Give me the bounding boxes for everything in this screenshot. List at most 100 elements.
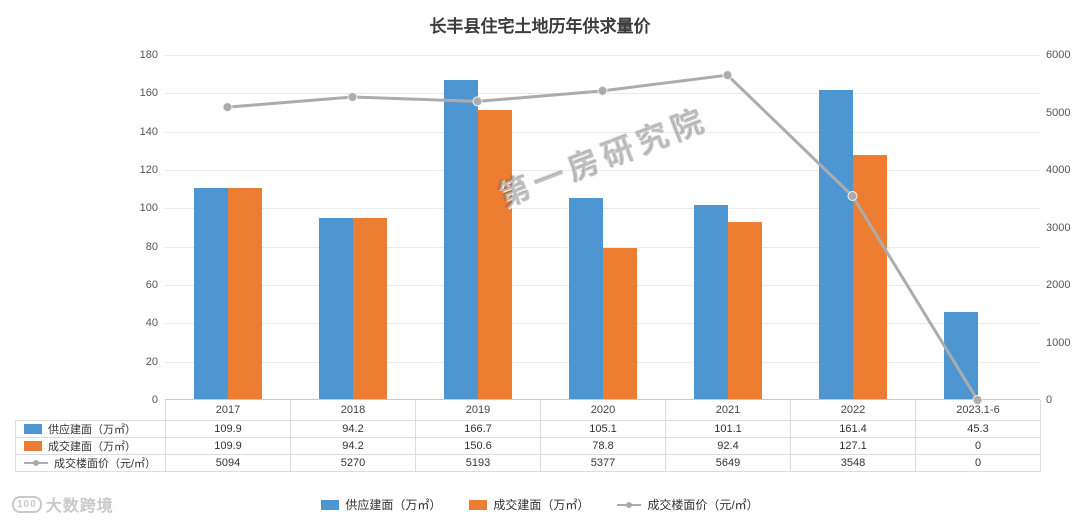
supply-area-bar-2018	[318, 218, 353, 399]
x-axis-row: 2017 2018 2019 2020 2021 2022 2023.1-6	[15, 400, 1041, 421]
floor-price-value-2022: 3548	[790, 453, 916, 472]
left-axis-tick-label: 20	[145, 355, 158, 368]
floor-price-line-marker-icon	[24, 458, 48, 468]
right-axis-tick-label: 3000	[1046, 221, 1071, 234]
supply-area-swatch-icon	[24, 423, 42, 434]
deal-area-row-label: 成交建面（万㎡）	[15, 436, 166, 455]
deal-area-value-2021: 92.4	[665, 436, 791, 455]
right-axis-tick-label: 4000	[1046, 164, 1071, 176]
left-axis-tick-label: 60	[145, 279, 158, 291]
floor-price-point-2018	[347, 91, 358, 102]
right-axis-tick-label: 6000	[1046, 49, 1071, 61]
x-axis-label-2020: 2020	[540, 400, 666, 421]
deal-area-bar-2021	[727, 221, 762, 399]
gridline	[165, 246, 1040, 248]
gridline	[165, 55, 1040, 56]
supply-area-value-2017: 109.9	[165, 419, 291, 438]
line-series-layer	[222, 70, 983, 405]
floor-price-point-2017	[222, 102, 233, 113]
gridline	[165, 131, 1040, 133]
badge-100-icon: 100	[12, 495, 42, 513]
deal-area-swatch-icon	[469, 499, 488, 510]
supply-area-value-2021: 101.1	[665, 419, 791, 438]
supply-area-value-2018: 94.2	[290, 419, 416, 438]
deal-area-bar-2018	[352, 218, 387, 399]
supply-area-bar-2017	[193, 188, 228, 399]
supply-area-row-label: 供应建面（万㎡）	[15, 419, 166, 438]
right-axis-tick-label: 5000	[1046, 106, 1071, 119]
deal-area-value-2023.1-6: 0	[915, 436, 1041, 455]
table-corner-cell	[15, 400, 166, 421]
deal-area-value-2020: 78.8	[540, 436, 666, 455]
x-axis-label-2017: 2017	[165, 400, 291, 421]
legend-item-supply-area[interactable]: 供应建面（万㎡）	[321, 496, 441, 513]
legend-item-floor-price[interactable]: 成交楼面价（元/㎡）	[617, 496, 759, 513]
gridline	[165, 208, 1040, 210]
floor-price-series-name: 成交楼面价（元/㎡）	[54, 457, 157, 470]
table-row-deal-area: 成交建面（万㎡） 109.9 94.2 150.6 78.8 92.4 127.1 0	[15, 436, 1041, 455]
x-axis-label-2018: 2018	[290, 400, 416, 421]
left-axis-tick-label: 120	[139, 164, 158, 176]
deal-area-swatch-icon	[24, 440, 42, 451]
left-axis-tick-label: 40	[145, 317, 158, 330]
floor-price-value-2019: 5193	[415, 453, 541, 472]
floor-price-row-label-inner: 成交楼面价（元/㎡）	[24, 455, 163, 470]
floor-price-value-2017: 5094	[165, 453, 291, 472]
floor-price-line	[227, 73, 979, 401]
supply-area-value-2022: 161.4	[790, 419, 916, 438]
table-row-floor-price: 成交楼面价（元/㎡） 5094 5270 5193 5377 5649 3548 0	[15, 453, 1041, 472]
right-axis-tick-label: 2000	[1046, 279, 1071, 291]
floor-price-line-marker-icon	[617, 500, 642, 510]
x-axis-label-2023.1-6: 2023.1-6	[915, 400, 1041, 421]
floor-price-value-2021: 5649	[665, 453, 791, 472]
left-axis-tick-label: 100	[139, 202, 158, 215]
floor-price-value-2023.1-6: 0	[915, 453, 1041, 472]
supply-area-value-2023.1-6: 45.3	[915, 419, 1041, 438]
deal-area-value-2018: 94.2	[290, 436, 416, 455]
supply-area-series-name: 供应建面（万㎡）	[48, 423, 136, 436]
floor-price-point-2022	[847, 190, 858, 201]
floor-price-row-label: 成交楼面价（元/㎡）	[15, 453, 166, 472]
floor-price-point-2020	[597, 85, 608, 96]
supply-area-value-2020: 105.1	[540, 419, 666, 438]
legend-label-floor-price: 成交楼面价（元/㎡）	[647, 498, 759, 512]
legend-label-deal-area: 成交建面（万㎡）	[493, 498, 590, 512]
supply-area-value-2019: 166.7	[415, 419, 541, 438]
data-table: 2017 2018 2019 2020 2021 2022 2023.1-6 供应建面（万㎡）…	[15, 400, 1041, 472]
deal-area-series-name: 成交建面（万㎡）	[48, 440, 136, 453]
left-axis-tick-label: 80	[145, 240, 158, 253]
deal-area-row-label-inner: 成交建面（万㎡）	[24, 438, 163, 453]
deal-area-value-2019: 150.6	[415, 436, 541, 455]
left-axis-tick-label: 160	[139, 87, 158, 100]
brand-watermark: 100 大数跨境	[12, 492, 114, 516]
deal-area-bar-2020	[602, 247, 637, 399]
left-axis-tick-label: 180	[139, 49, 158, 61]
deal-area-bar-2017	[227, 188, 262, 399]
deal-area-bar-2019	[477, 110, 512, 399]
floor-price-point-2021	[722, 70, 733, 81]
table-row-supply-area: 供应建面（万㎡） 109.9 94.2 166.7 105.1 101.1 161.4 45.…	[15, 419, 1041, 438]
legend-item-deal-area[interactable]: 成交建面（万㎡）	[469, 496, 589, 513]
floor-price-value-2018: 5270	[290, 453, 416, 472]
plot-area: 第一房研究院	[165, 55, 1040, 405]
supply-area-bar-2021	[693, 205, 728, 399]
supply-area-bar-2022	[818, 89, 853, 399]
chart-title: 长丰县住宅土地历年供求量价	[429, 17, 651, 36]
deal-area-bar-2022	[852, 155, 887, 399]
x-axis-label-2021: 2021	[665, 400, 791, 421]
floor-price-value-2020: 5377	[540, 453, 666, 472]
gridline	[165, 170, 1040, 171]
right-axis-tick-label: 1000	[1046, 336, 1071, 349]
x-axis-label-2022: 2022	[790, 400, 916, 421]
deal-area-value-2017: 109.9	[165, 436, 291, 455]
supply-area-bar-2019	[443, 79, 478, 399]
chart-legend: 供应建面（万㎡） 成交建面（万㎡） 成交楼面价（元/㎡）	[0, 496, 1080, 513]
supply-area-row-label-inner: 供应建面（万㎡）	[24, 421, 163, 436]
floor-price-point-2019	[472, 96, 483, 107]
left-axis-tick-label: 140	[139, 125, 158, 138]
right-axis-tick-label: 0	[1046, 394, 1053, 406]
supply-area-bar-2020	[568, 197, 603, 399]
x-axis-label-2019: 2019	[415, 400, 541, 421]
legend-label-supply-area: 供应建面（万㎡）	[345, 498, 442, 512]
